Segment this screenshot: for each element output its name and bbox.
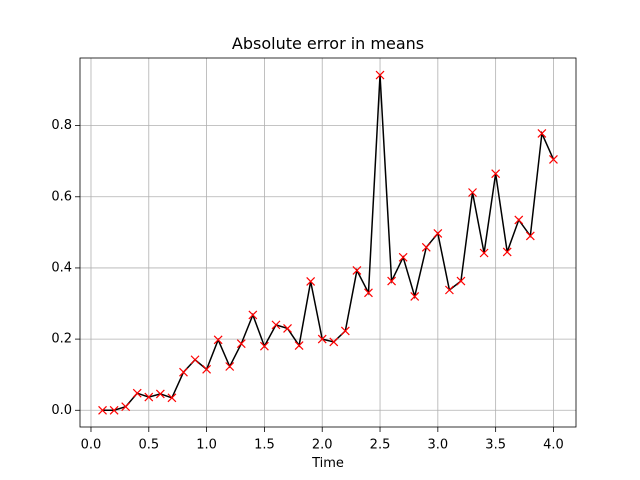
marker bbox=[121, 402, 131, 412]
marker bbox=[167, 393, 177, 403]
marker bbox=[98, 405, 107, 415]
marker bbox=[444, 285, 454, 295]
marker bbox=[364, 288, 373, 298]
marker bbox=[502, 247, 512, 257]
marker bbox=[259, 341, 269, 351]
x-tick-label: 4.0 bbox=[543, 438, 564, 453]
series-line bbox=[102, 75, 555, 412]
marker bbox=[283, 324, 292, 333]
marker bbox=[514, 215, 524, 225]
marker bbox=[549, 154, 558, 164]
x-tick-label: 1.5 bbox=[254, 438, 275, 453]
x-tick-label: 0.0 bbox=[81, 438, 102, 453]
marker bbox=[213, 335, 223, 345]
x-tick-label: 3.0 bbox=[427, 438, 448, 453]
marker bbox=[479, 248, 489, 258]
marker bbox=[468, 188, 477, 197]
marker bbox=[340, 326, 350, 336]
x-tick-label: 1.0 bbox=[196, 438, 217, 453]
plot-frame bbox=[79, 57, 577, 428]
marker bbox=[433, 229, 443, 238]
y-tick-label: 0.0 bbox=[51, 403, 72, 418]
marker bbox=[317, 334, 327, 344]
marker bbox=[421, 242, 431, 252]
x-tick-label: 0.5 bbox=[138, 438, 159, 453]
marker bbox=[144, 392, 154, 402]
x-tick-label: 3.5 bbox=[485, 438, 506, 453]
x-tick-label: 2.5 bbox=[370, 438, 391, 453]
marker bbox=[329, 337, 339, 347]
marker bbox=[491, 169, 501, 179]
marker bbox=[537, 129, 547, 138]
x-tick-label: 2.0 bbox=[312, 438, 333, 453]
marker bbox=[271, 320, 281, 330]
y-tick-label: 0.4 bbox=[51, 260, 72, 275]
marker bbox=[236, 339, 246, 349]
marker bbox=[410, 291, 420, 301]
marker bbox=[225, 362, 235, 371]
marker bbox=[294, 341, 304, 350]
marker bbox=[190, 355, 200, 365]
marker bbox=[387, 276, 397, 286]
marker bbox=[398, 252, 408, 262]
marker bbox=[155, 389, 165, 399]
marker bbox=[525, 231, 535, 241]
y-tick-label: 0.8 bbox=[51, 118, 72, 133]
y-tick-label: 0.6 bbox=[51, 189, 72, 204]
marker bbox=[202, 364, 212, 374]
marker bbox=[306, 277, 316, 286]
marker bbox=[109, 405, 119, 415]
y-tick-label: 0.2 bbox=[51, 332, 72, 347]
marker bbox=[375, 70, 385, 80]
chart-title: Absolute error in means bbox=[232, 34, 424, 53]
marker bbox=[179, 367, 188, 377]
marker bbox=[248, 310, 258, 320]
marker bbox=[132, 388, 142, 398]
marker bbox=[352, 266, 362, 275]
x-axis-label: Time bbox=[311, 456, 344, 471]
marker bbox=[456, 276, 466, 286]
